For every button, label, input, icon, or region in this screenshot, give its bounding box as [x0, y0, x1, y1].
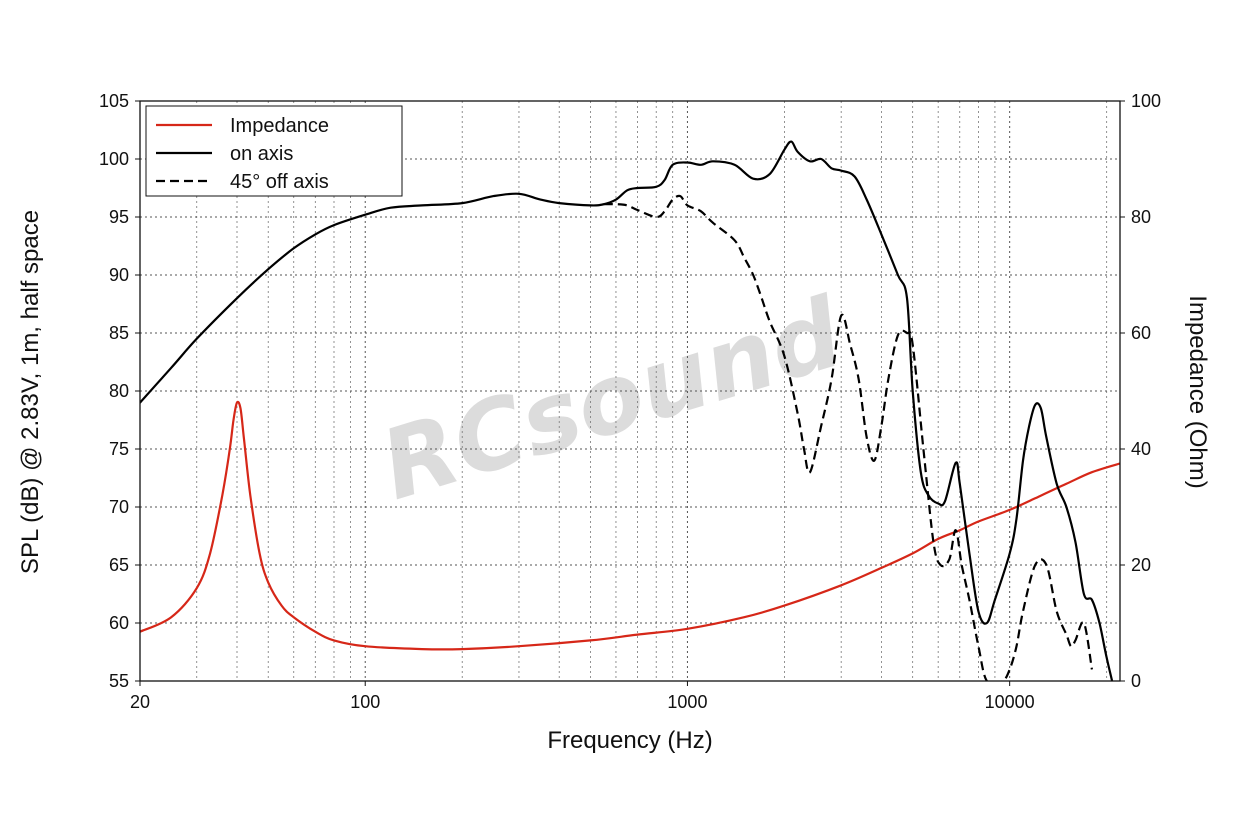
y-tick-label: 55 [109, 671, 129, 691]
y-tick-label: 95 [109, 207, 129, 227]
x-tick-label: 100 [350, 692, 380, 712]
off-axis-curve [603, 194, 1093, 681]
x-tick-label: 1000 [667, 692, 707, 712]
x-tick-label: 20 [130, 692, 150, 712]
y-axis-label: SPL (dB) @ 2.83V, 1m, half space [17, 210, 44, 574]
x-tick-label: 10000 [985, 692, 1035, 712]
y-tick-label: 80 [109, 381, 129, 401]
y-tick-label: 75 [109, 439, 129, 459]
y2-tick-label: 20 [1131, 555, 1151, 575]
y2-tick-label: 40 [1131, 439, 1151, 459]
legend-entry-label: 45° off axis [230, 171, 329, 193]
y-tick-label: 65 [109, 555, 129, 575]
y2-tick-label: 0 [1131, 671, 1141, 691]
y-tick-label: 70 [109, 497, 129, 517]
y-tick-label: 90 [109, 265, 129, 285]
y2-tick-label: 80 [1131, 207, 1151, 227]
y-tick-label: 105 [99, 91, 129, 111]
y2-tick-label: 60 [1131, 323, 1151, 343]
y2-axis-label: Impedance (Ohm) [1184, 295, 1211, 488]
legend-entry-label: Impedance [230, 115, 329, 137]
series-lines [140, 140, 1120, 681]
on-axis-curve [140, 140, 1114, 681]
legend: Impedance on axis 45° off axis [145, 105, 403, 197]
y-tick-label: 100 [99, 149, 129, 169]
y-tick-label: 85 [109, 323, 129, 343]
y-tick-label: 60 [109, 613, 129, 633]
impedance-curve [140, 400, 1120, 651]
grid-lines [140, 101, 1120, 681]
y2-tick-label: 100 [1131, 91, 1161, 111]
tick-labels: 20 100 1000 10000 55 60 65 70 75 80 85 90 95 100 105 0 2… [99, 91, 1161, 712]
x-axis-label: Frequency (Hz) [547, 727, 712, 754]
legend-entry-label: on axis [230, 143, 293, 165]
